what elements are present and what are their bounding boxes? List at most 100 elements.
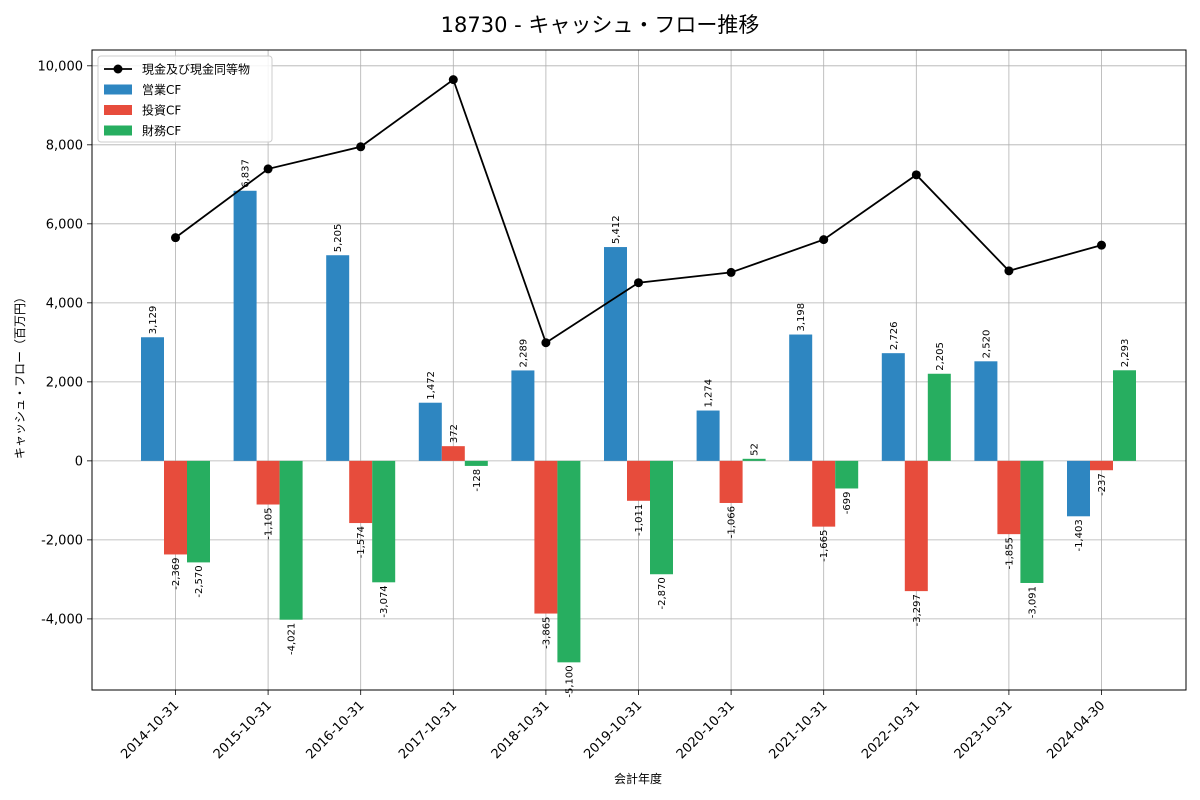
data-label: -3,091 [1027, 586, 1038, 618]
legend-bar-swatch [104, 125, 132, 136]
plot-frame [91, 49, 1187, 691]
bar-1-6 [719, 460, 743, 503]
data-label: 3,129 [148, 306, 159, 335]
data-label: 1,274 [704, 379, 715, 408]
x-tick-label: 2022-10-31 [859, 698, 923, 762]
y-tick-label: 8,000 [46, 138, 83, 153]
data-label: 2,205 [935, 342, 946, 371]
bar-2-4 [557, 460, 581, 663]
chart-title: 18730 - キャッシュ・フロー推移 [441, 13, 760, 37]
bar-1-0 [164, 460, 187, 555]
y-tick-label: 6,000 [46, 217, 83, 232]
data-label: 3,198 [796, 303, 807, 332]
bar-0-8 [881, 353, 905, 461]
cash-point [1004, 266, 1014, 276]
cash-point [726, 267, 736, 277]
bar-0-10 [1067, 460, 1090, 517]
data-label: -3,074 [379, 585, 390, 617]
data-label: 2,293 [1120, 339, 1131, 368]
y-tick-label: 2,000 [46, 375, 83, 390]
legend-bar-swatch [104, 105, 132, 115]
x-axis-label: 会計年度 [614, 771, 662, 786]
bar-0-2 [326, 255, 350, 461]
legend-label: 現金及び現金同等物 [142, 62, 250, 77]
cash-point [356, 142, 366, 152]
grid [92, 50, 1186, 690]
x-tick-label: 2018-10-31 [489, 698, 553, 762]
x-tick-label: 2014-10-31 [118, 698, 182, 762]
x-tick-label: 2019-10-31 [581, 698, 645, 762]
data-label: -3,297 [912, 594, 923, 626]
legend-label: 営業CF [142, 83, 181, 97]
data-label: 2,289 [518, 339, 529, 368]
cash-point [634, 278, 643, 288]
data-label: 5,412 [611, 215, 622, 244]
data-label: -237 [1097, 473, 1108, 496]
bar-1-3 [441, 446, 465, 461]
data-label: -1,403 [1074, 519, 1085, 551]
data-label: 5,205 [333, 224, 344, 253]
bar-1-7 [812, 460, 836, 527]
data-label: 52 [750, 443, 761, 456]
data-label: 1,472 [426, 371, 437, 400]
x-tick-label: 2020-10-31 [674, 698, 738, 762]
bars [141, 190, 1136, 663]
bar-1-1 [256, 460, 280, 505]
data-label: -1,574 [356, 526, 367, 558]
data-label: -1,855 [1004, 537, 1015, 569]
cash-point [448, 75, 458, 85]
bar-0-7 [789, 334, 813, 461]
data-label: -2,570 [194, 565, 205, 597]
y-tick-label: -2,000 [41, 533, 83, 548]
data-label: 372 [449, 424, 460, 443]
bar-0-4 [511, 370, 535, 461]
data-label: -1,665 [819, 530, 830, 562]
cash-point [541, 338, 551, 348]
bar-2-3 [464, 460, 488, 466]
y-tick-label: 4,000 [46, 296, 83, 311]
data-label: -699 [842, 491, 853, 514]
x-tick-label: 2024-04-30 [1044, 698, 1108, 762]
bar-0-9 [974, 361, 998, 461]
data-label: -1,105 [264, 508, 275, 540]
legend-box [97, 55, 273, 143]
bar-1-5 [627, 460, 650, 501]
data-label: 6,837 [241, 159, 252, 188]
data-label: -1,066 [727, 506, 738, 538]
data-label: -3,865 [541, 617, 552, 649]
bar-1-4 [534, 460, 558, 614]
x-tick-label: 2021-10-31 [766, 698, 830, 762]
bar-0-1 [233, 190, 257, 461]
bar-1-8 [904, 460, 928, 592]
cash-point [819, 235, 829, 245]
bar-2-0 [187, 460, 210, 563]
bar-2-2 [372, 460, 396, 583]
cash-point [263, 164, 273, 174]
data-label: -128 [472, 469, 483, 492]
bar-2-6 [742, 458, 766, 461]
data-label: 2,726 [889, 322, 900, 351]
data-label: -2,369 [171, 557, 182, 589]
legend-marker [113, 64, 123, 74]
cash-point [1097, 240, 1106, 250]
bar-2-10 [1113, 370, 1136, 461]
bar-0-5 [604, 247, 627, 461]
data-labels: 3,129 6,837 5,205 1,472 2,289 5,412 1,274 3,198… [148, 159, 1131, 697]
data-label: 2,520 [981, 330, 992, 359]
data-label: -2,870 [657, 577, 668, 609]
legend-label: 投資CF [142, 103, 181, 118]
y-axis-label: キャッシュ・フロー（百万円） [13, 291, 27, 459]
cash-point [911, 170, 921, 180]
cash-point [171, 233, 180, 243]
data-label: -5,100 [564, 665, 575, 697]
x-tick-label: 2015-10-31 [211, 698, 275, 762]
bar-0-6 [696, 410, 720, 461]
x-tick-label: 2023-10-31 [952, 698, 1016, 762]
bar-1-10 [1090, 460, 1113, 471]
bar-2-1 [279, 460, 303, 620]
bar-0-3 [418, 402, 442, 461]
data-label: -4,021 [287, 623, 298, 655]
data-label: -1,011 [634, 504, 645, 536]
bar-2-9 [1020, 460, 1044, 583]
